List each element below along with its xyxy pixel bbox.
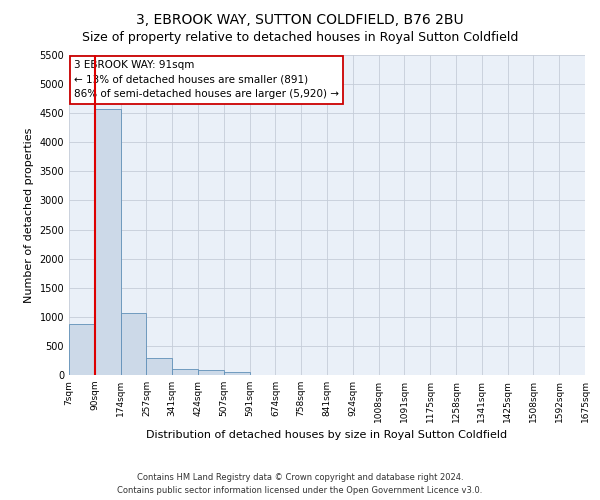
Text: Size of property relative to detached houses in Royal Sutton Coldfield: Size of property relative to detached ho… bbox=[82, 31, 518, 44]
Bar bbox=[121, 314, 146, 375]
Bar bbox=[69, 324, 95, 375]
Text: 3 EBROOK WAY: 91sqm
← 13% of detached houses are smaller (891)
86% of semi-detac: 3 EBROOK WAY: 91sqm ← 13% of detached ho… bbox=[74, 60, 339, 100]
Bar bbox=[224, 372, 250, 375]
Bar bbox=[172, 370, 198, 375]
Bar bbox=[95, 108, 121, 375]
X-axis label: Distribution of detached houses by size in Royal Sutton Coldfield: Distribution of detached houses by size … bbox=[146, 430, 508, 440]
Y-axis label: Number of detached properties: Number of detached properties bbox=[24, 128, 34, 302]
Text: Contains HM Land Registry data © Crown copyright and database right 2024.
Contai: Contains HM Land Registry data © Crown c… bbox=[118, 474, 482, 495]
Text: 3, EBROOK WAY, SUTTON COLDFIELD, B76 2BU: 3, EBROOK WAY, SUTTON COLDFIELD, B76 2BU bbox=[136, 12, 464, 26]
Bar bbox=[198, 370, 224, 375]
Bar bbox=[146, 358, 172, 375]
